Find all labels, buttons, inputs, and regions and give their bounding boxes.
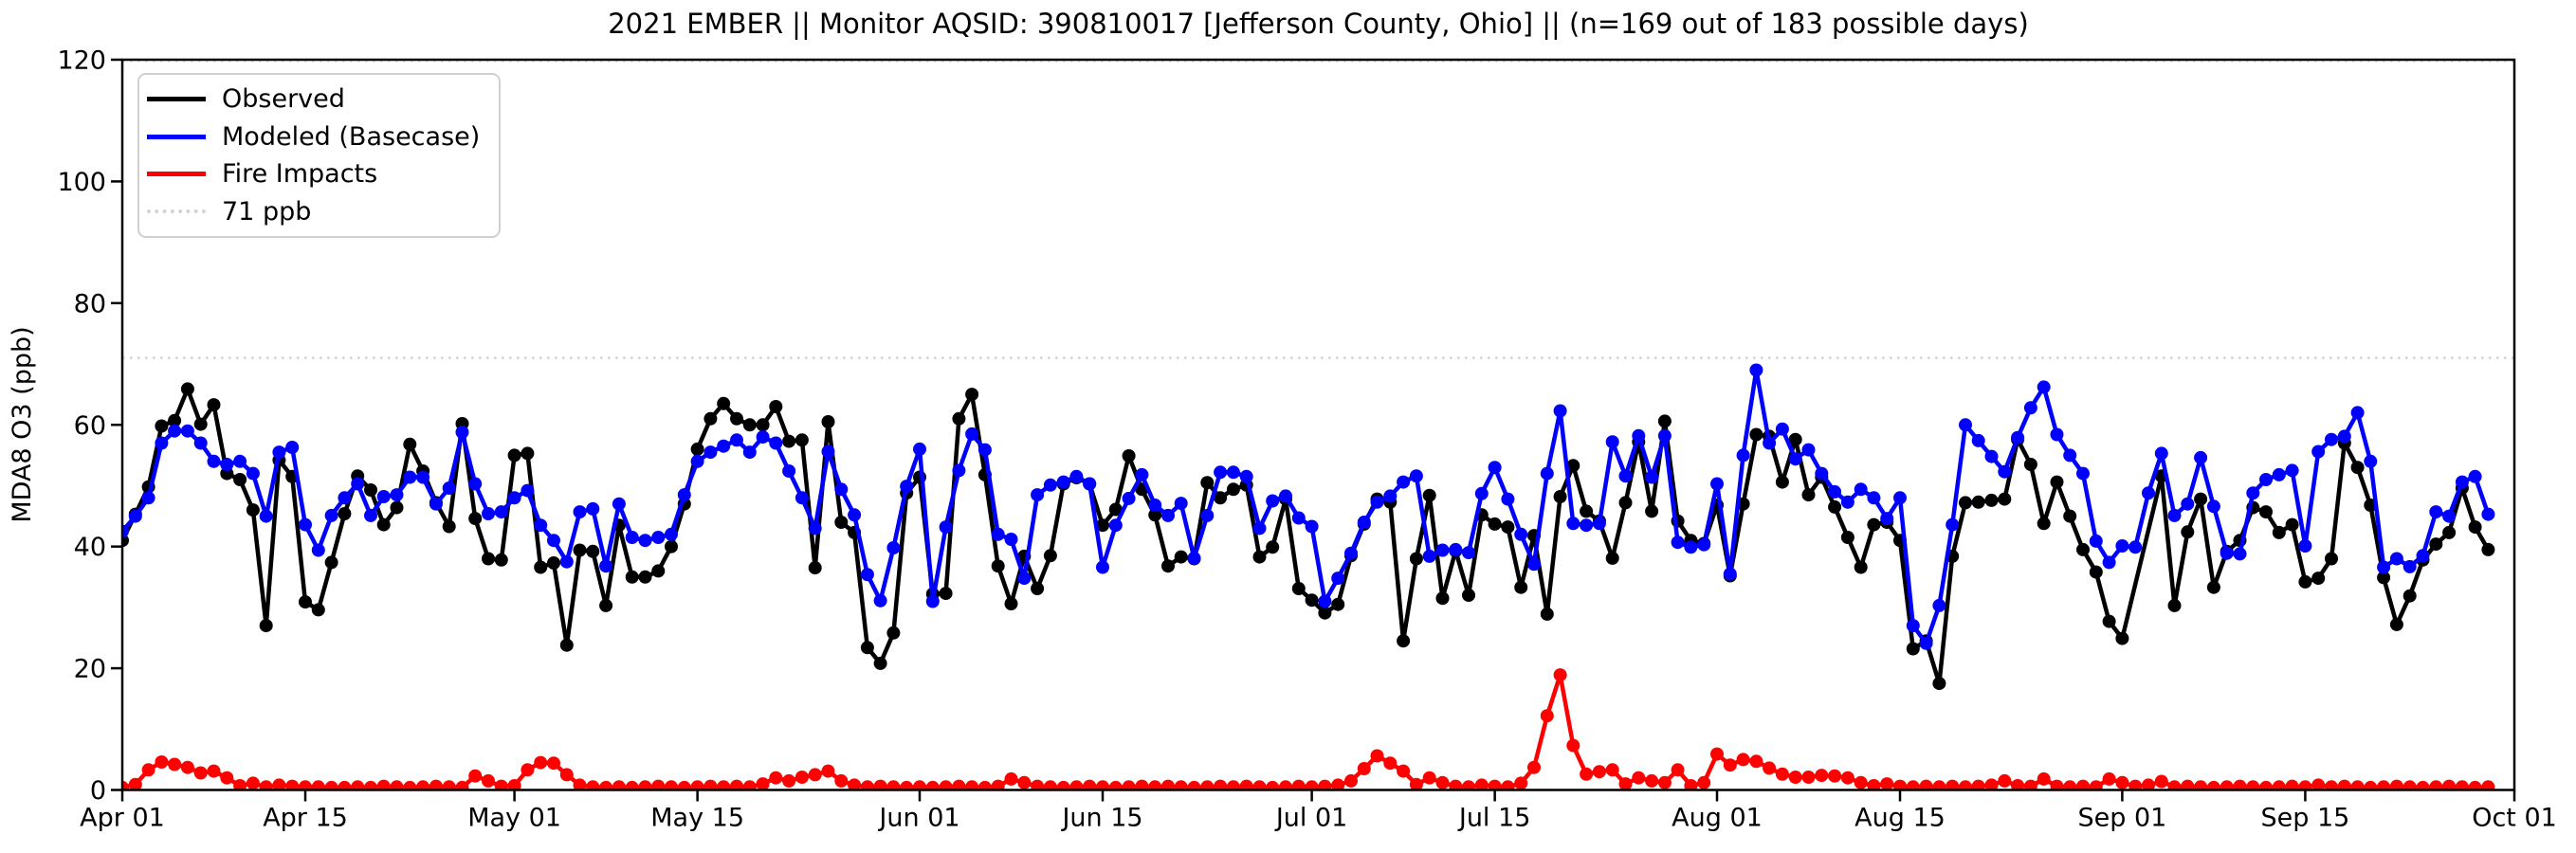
legend-item-71-ppb: 71 ppb [139, 193, 499, 231]
legend-line-sample-modeled-basecase [147, 134, 206, 139]
chart-title: 2021 EMBER || Monitor AQSID: 390810017 [… [608, 8, 2029, 40]
svg-text:Sep 15: Sep 15 [2260, 804, 2349, 833]
svg-text:Apr 01: Apr 01 [80, 804, 165, 833]
svg-text:120: 120 [57, 46, 106, 76]
series-line-modeled-basecase- [122, 368, 2491, 646]
series-line-observed [122, 387, 2491, 686]
y-axis-label: MDA8 O3 (ppb) [8, 326, 37, 523]
legend: Observed Modeled (Basecase) Fire Impacts 71… [137, 73, 501, 238]
legend-label-observed: Observed [222, 84, 345, 115]
svg-text:Aug 01: Aug 01 [1672, 804, 1763, 833]
svg-text:Jul 01: Jul 01 [1274, 804, 1348, 833]
svg-text:Aug 15: Aug 15 [1854, 804, 1946, 833]
legend-line-sample-observed [147, 97, 206, 102]
legend-item-observed: Observed [139, 81, 499, 118]
svg-text:May 01: May 01 [467, 804, 561, 833]
svg-text:Sep 01: Sep 01 [2077, 804, 2166, 833]
legend-line-sample-fire-impacts [147, 172, 206, 177]
svg-text:0: 0 [90, 776, 106, 806]
svg-text:60: 60 [74, 411, 106, 441]
svg-text:20: 20 [74, 655, 106, 684]
legend-line-sample-71-ppb [147, 209, 206, 214]
legend-label-71-ppb: 71 ppb [222, 196, 312, 227]
svg-text:100: 100 [57, 168, 106, 197]
svg-text:May 15: May 15 [650, 804, 744, 833]
svg-text:Jun 15: Jun 15 [1060, 804, 1142, 833]
svg-text:Jun 01: Jun 01 [877, 804, 959, 833]
svg-text:Apr 15: Apr 15 [263, 804, 348, 833]
svg-text:40: 40 [74, 533, 106, 562]
svg-text:Oct 01: Oct 01 [2472, 804, 2557, 833]
svg-text:80: 80 [74, 289, 106, 318]
legend-item-modeled-basecase: Modeled (Basecase) [139, 118, 499, 156]
legend-label-modeled-basecase: Modeled (Basecase) [222, 121, 481, 152]
legend-label-fire-impacts: Fire Impacts [222, 159, 378, 190]
legend-item-fire-impacts: Fire Impacts [139, 155, 499, 193]
svg-text:Jul 15: Jul 15 [1457, 804, 1531, 833]
